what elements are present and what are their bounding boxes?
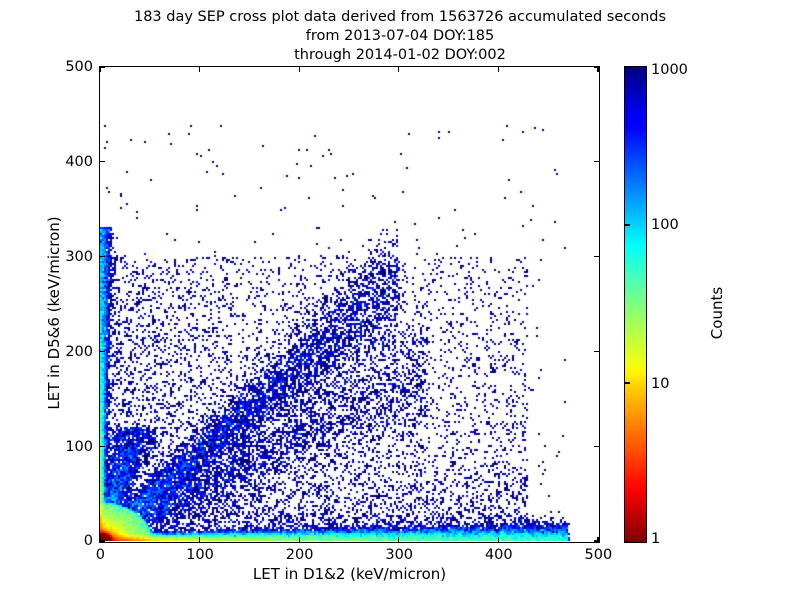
chart-title-line-1: 183 day SEP cross plot data derived from… — [133, 9, 667, 25]
x-tick-mark — [398, 67, 400, 72]
colorbar-tick-label: 1000 — [651, 62, 688, 79]
y-tick-mark — [594, 540, 599, 542]
colorbar-tick-mark — [625, 382, 630, 384]
y-tick-mark — [100, 161, 105, 163]
x-tick-label: 400 — [484, 547, 513, 563]
chart-title: 183 day SEP cross plot data derived from… — [0, 8, 800, 65]
x-tick-mark — [597, 537, 599, 542]
colorbar-tick-label: 100 — [651, 217, 679, 234]
x-tick-mark — [497, 67, 500, 72]
x-tick-mark — [100, 537, 101, 542]
y-tick-label: 100 — [65, 438, 93, 455]
y-tick-label: 400 — [65, 154, 93, 171]
x-tick-label: 200 — [285, 547, 314, 563]
colorbar-label: Counts — [708, 286, 726, 340]
y-tick-mark — [594, 350, 599, 353]
y-axis-label: LET in D5&6 (keV/micron) — [45, 216, 63, 410]
x-tick-mark — [497, 537, 500, 542]
x-tick-mark — [298, 67, 300, 72]
y-tick-mark — [594, 255, 599, 258]
x-tick-label: 500 — [584, 547, 613, 563]
x-tick-label: 300 — [385, 547, 414, 563]
x-axis-label: LET in D1&2 (keV/micron) — [252, 565, 447, 583]
colorbar — [624, 66, 647, 543]
colorbar-tick-label: 10 — [651, 375, 670, 392]
x-tick-mark — [298, 537, 300, 542]
x-tick-mark — [198, 67, 201, 72]
scatter-plot-canvas — [100, 67, 598, 541]
colorbar-tick-mark — [625, 540, 630, 542]
x-tick-label: 0 — [95, 547, 106, 563]
x-tick-mark — [597, 67, 599, 72]
y-tick-mark — [594, 67, 599, 68]
y-tick-mark — [100, 445, 105, 447]
colorbar-tick-mark — [625, 67, 630, 68]
colorbar-tick-mark — [625, 224, 630, 226]
x-tick-mark — [198, 537, 201, 542]
y-tick-mark — [100, 255, 105, 258]
y-tick-mark — [594, 161, 599, 163]
colorbar-gradient — [625, 67, 646, 542]
y-tick-mark — [100, 350, 105, 353]
y-tick-label: 0 — [83, 533, 93, 550]
x-tick-mark — [398, 537, 400, 542]
chart-title-line-2: from 2013-07-04 DOY:185 — [305, 28, 495, 44]
plot-area — [99, 66, 600, 543]
y-tick-label: 300 — [65, 249, 93, 265]
x-tick-mark — [100, 67, 101, 72]
x-tick-label: 100 — [186, 547, 214, 563]
colorbar-tick-label: 1 — [651, 530, 661, 547]
chart-title-line-3: through 2014-01-02 DOY:002 — [294, 47, 506, 63]
y-tick-mark — [100, 540, 105, 542]
y-tick-mark — [594, 445, 599, 447]
y-tick-label: 200 — [65, 343, 93, 360]
y-tick-label: 500 — [65, 59, 93, 76]
y-tick-mark — [100, 67, 105, 68]
